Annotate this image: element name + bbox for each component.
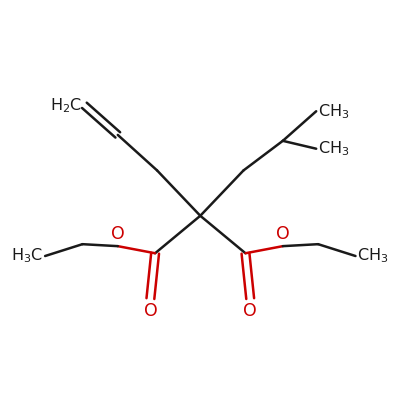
Text: CH$_3$: CH$_3$ (318, 102, 350, 121)
Text: O: O (144, 302, 157, 320)
Text: O: O (276, 225, 290, 243)
Text: CH$_3$: CH$_3$ (318, 139, 350, 158)
Text: CH$_3$: CH$_3$ (358, 247, 389, 265)
Text: O: O (111, 225, 125, 243)
Text: O: O (243, 302, 257, 320)
Text: H$_3$C: H$_3$C (11, 247, 43, 265)
Text: H$_2$C: H$_2$C (50, 96, 82, 115)
